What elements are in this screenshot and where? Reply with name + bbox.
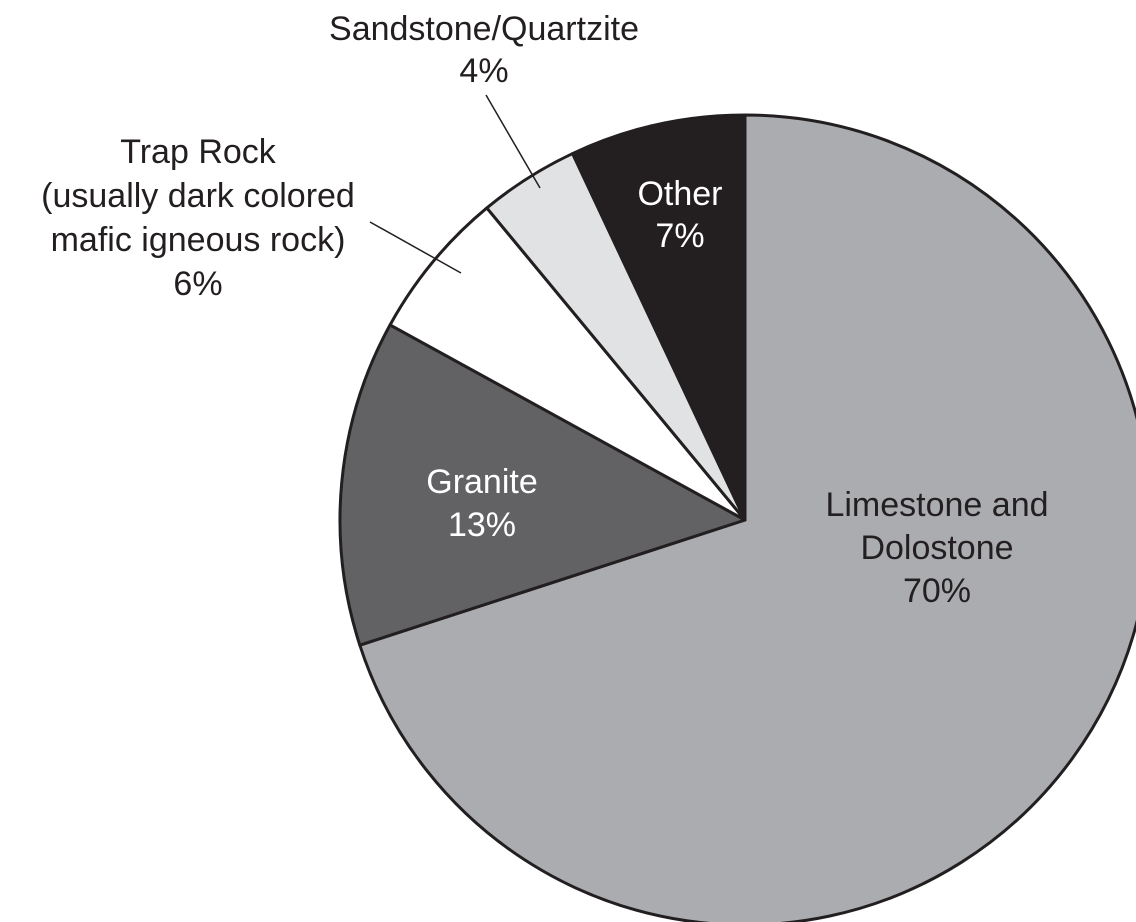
slice-name-line: Trap Rock xyxy=(120,133,277,171)
slice-value-label: 7% xyxy=(655,217,704,255)
slice-value-label: 13% xyxy=(448,506,516,544)
leader-line-trap-rock-usually-dark-colored-mafic-igneous-rock xyxy=(369,221,462,274)
slice-name-line: Dolostone xyxy=(860,529,1013,567)
slice-name-line: Limestone and xyxy=(825,486,1048,524)
slice-labels: Limestone and Dolostone 70% Granite 13% Trap … xyxy=(41,10,1048,610)
slice-label-limestone-and-dolostone: Limestone and Dolostone 70% xyxy=(825,486,1048,610)
slice-name-line: Granite xyxy=(426,463,538,501)
leader-lines xyxy=(369,94,541,274)
pie-slice-granite xyxy=(338,323,747,647)
slice-name-line: Other xyxy=(637,175,722,213)
slice-label-sandstone-quartzite: Sandstone/Quartzite 4% xyxy=(329,10,639,90)
pie-slices xyxy=(338,113,1136,922)
slice-label-trap-rock-usually-dark-colored-mafic-igneous-rock: Trap Rock (usually dark colored mafic igne… xyxy=(41,133,355,303)
pie-slice-other xyxy=(571,113,747,522)
leader-line-sandstone-quartzite xyxy=(485,94,541,189)
slice-value-label: 4% xyxy=(459,52,508,90)
slice-name-line: (usually dark colored xyxy=(41,177,355,215)
slice-name-line: Sandstone/Quartzite xyxy=(329,10,639,48)
pie-slice-trap-rock-usually-dark-colored-mafic-igneous-rock xyxy=(388,206,747,522)
pie-slice-limestone-and-dolostone xyxy=(358,113,1136,922)
slice-label-granite: Granite 13% xyxy=(426,463,538,544)
slice-value-label: 70% xyxy=(903,572,971,610)
slice-name-line: mafic igneous rock) xyxy=(51,221,346,259)
slice-label-other: Other 7% xyxy=(637,175,722,255)
slice-value-label: 6% xyxy=(173,265,222,303)
